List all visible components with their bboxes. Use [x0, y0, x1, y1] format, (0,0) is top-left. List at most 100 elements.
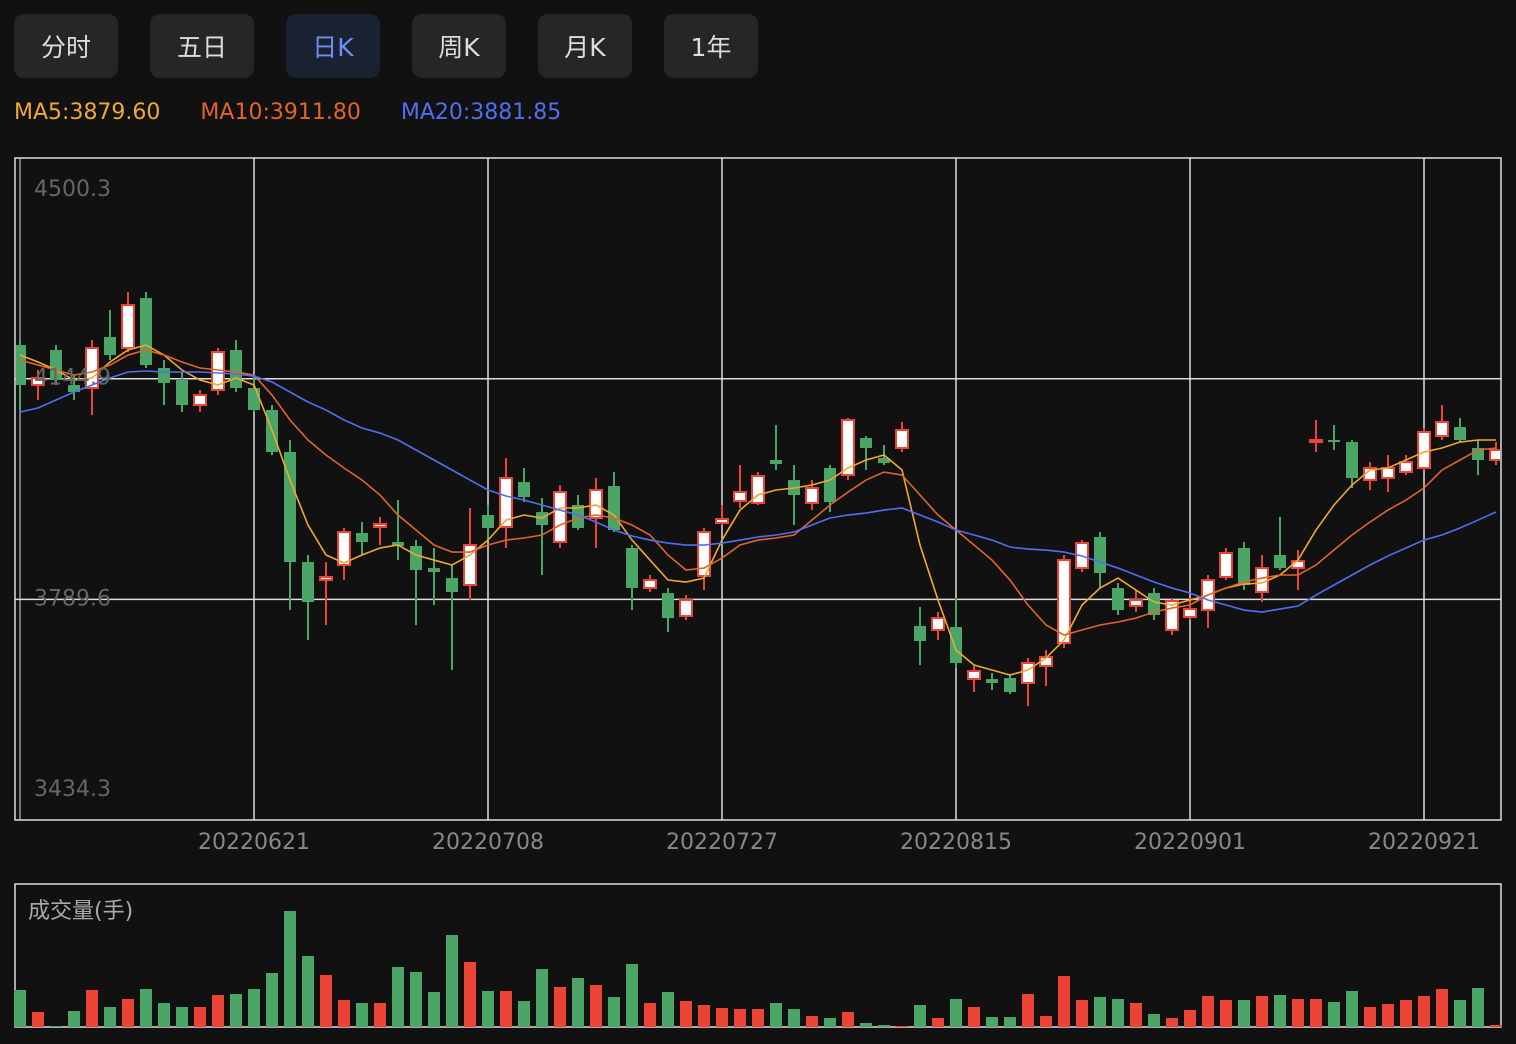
- tab-button[interactable]: 分时: [14, 14, 118, 78]
- volume-bar: [374, 1003, 386, 1027]
- volume-bar: [410, 972, 422, 1027]
- candle-body: [302, 562, 314, 603]
- volume-bar: [158, 1003, 170, 1027]
- tab-button[interactable]: 1年: [664, 14, 758, 78]
- volume-bar: [1130, 1003, 1142, 1027]
- volume-bar: [212, 995, 224, 1027]
- volume-bar: [1292, 999, 1304, 1027]
- volume-bar: [698, 1005, 710, 1027]
- volume-bar: [68, 1011, 80, 1027]
- candle-body: [1255, 567, 1269, 594]
- volume-bar: [1454, 1000, 1466, 1027]
- candle-body: [715, 517, 729, 525]
- candle-body: [518, 482, 530, 498]
- volume-bar: [752, 1009, 764, 1027]
- candle-body: [608, 486, 620, 531]
- volume-bar: [122, 999, 134, 1027]
- volume-bar: [716, 1008, 728, 1027]
- candle-body: [16, 345, 26, 386]
- ma-line: [19, 344, 1496, 676]
- volume-bar: [176, 1007, 188, 1027]
- x-tick-label: 20220621: [198, 830, 310, 855]
- tab-button[interactable]: 五日: [150, 14, 254, 78]
- ma-legend: MA5:3879.60 MA10:3911.80 MA20:3881.85: [14, 100, 561, 125]
- candle-body: [104, 337, 116, 356]
- volume-bar: [302, 956, 314, 1027]
- ma-line: [19, 349, 1497, 636]
- y-tick-label: 3434.3: [34, 777, 111, 802]
- volume-bar: [860, 1023, 872, 1027]
- candle-body: [860, 438, 872, 449]
- volume-bar: [356, 1003, 368, 1027]
- x-tick-label: 20220815: [900, 830, 1012, 855]
- volume-bar: [932, 1018, 944, 1027]
- volume-bar: [14, 990, 26, 1027]
- candle-body: [1328, 440, 1340, 443]
- candle-body: [895, 429, 909, 450]
- tab-button[interactable]: 周K: [412, 14, 506, 78]
- candle-body: [643, 579, 657, 590]
- candle-body: [1129, 599, 1143, 607]
- x-tick-label: 20220921: [1368, 830, 1480, 855]
- volume-bar: [338, 1000, 350, 1027]
- volume-bar: [320, 975, 332, 1027]
- volume-bar: [554, 987, 566, 1027]
- candle-body: [373, 523, 387, 529]
- tab-button[interactable]: 月K: [538, 14, 632, 78]
- volume-bar: [626, 964, 638, 1027]
- candle-body: [1112, 588, 1124, 611]
- volume-bar: [986, 1017, 998, 1027]
- candle-body: [1346, 442, 1358, 479]
- volume-bar: [680, 1001, 692, 1027]
- volume-bar: [464, 962, 476, 1027]
- volume-bar: [1022, 994, 1034, 1027]
- volume-bar: [824, 1018, 836, 1027]
- candle-body: [392, 542, 404, 547]
- volume-bar: [1166, 1018, 1178, 1027]
- candle-body: [1183, 608, 1197, 619]
- legend-item: MA10:3911.80: [200, 100, 361, 125]
- volume-bar: [518, 1001, 530, 1027]
- candle-body: [1219, 552, 1233, 578]
- volume-bar: [428, 992, 440, 1027]
- candle-body: [589, 488, 603, 520]
- candle-body: [1435, 420, 1449, 438]
- volume-bar: [1490, 1025, 1502, 1027]
- tab-button[interactable]: 日K: [286, 14, 380, 78]
- volume-bar: [1094, 997, 1106, 1027]
- candle-body: [463, 544, 477, 587]
- candle-body: [121, 303, 135, 350]
- volume-bar: [1436, 989, 1448, 1027]
- volume-bar: [1472, 988, 1484, 1027]
- candle-body: [337, 531, 351, 567]
- volume-bar: [1274, 995, 1286, 1027]
- volume-bar: [1346, 991, 1358, 1027]
- legend-item: MA5:3879.60: [14, 100, 161, 125]
- volume-bar: [1310, 999, 1322, 1027]
- volume-bar: [140, 989, 152, 1027]
- candle-body: [230, 350, 242, 389]
- candle-body: [967, 670, 981, 681]
- volume-bar: [896, 1026, 908, 1027]
- candle-body: [1057, 559, 1071, 645]
- candle-body: [68, 385, 80, 392]
- candle-body: [1472, 448, 1484, 460]
- candle-body: [158, 368, 170, 383]
- candle-body: [572, 505, 584, 528]
- volume-bar: [608, 997, 620, 1027]
- candle-body: [319, 575, 333, 582]
- volume-bar: [1076, 1000, 1088, 1027]
- candle-body: [751, 475, 765, 505]
- volume-bar: [1256, 996, 1268, 1027]
- volume-bar: [86, 990, 98, 1027]
- candle-body: [1004, 678, 1016, 693]
- candle-body: [950, 627, 962, 664]
- candle-body: [1094, 537, 1106, 574]
- volume-bar: [1004, 1017, 1016, 1027]
- volume-bar: [788, 1009, 800, 1027]
- volume-bar: [878, 1025, 890, 1027]
- volume-bar: [1400, 1000, 1412, 1027]
- candle-body: [1417, 430, 1431, 470]
